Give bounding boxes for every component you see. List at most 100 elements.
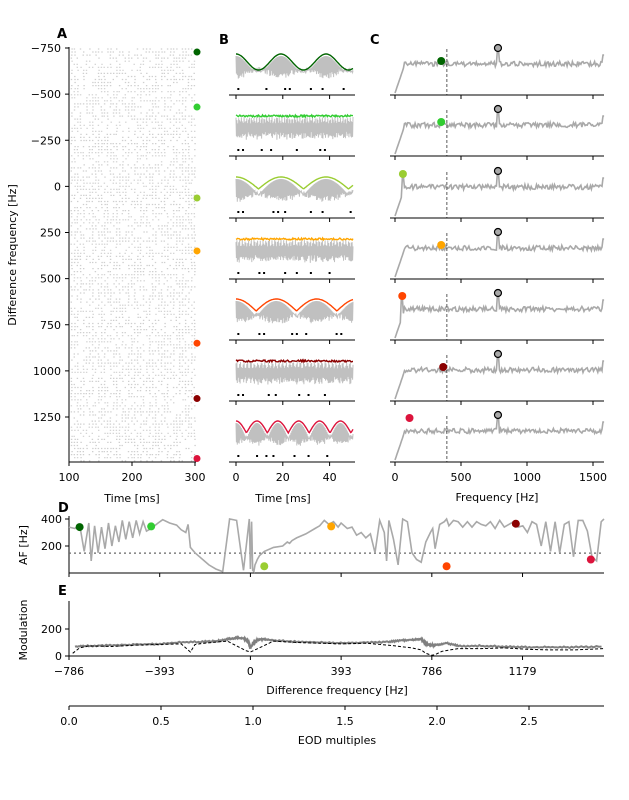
panel-b-carrier-signal bbox=[235, 361, 354, 385]
eod-axis-tick-label: 2.0 bbox=[428, 715, 446, 728]
panel-a-ytick-label: 0 bbox=[54, 180, 61, 193]
panel-b-row bbox=[229, 236, 355, 283]
panel-label-e: E bbox=[58, 584, 67, 599]
panel-c-peak-marker bbox=[493, 410, 503, 420]
panel-d-af-line bbox=[68, 517, 605, 574]
panel-d-marker bbox=[586, 555, 595, 564]
panel-b-spike bbox=[309, 88, 312, 90]
eod-axis-tick-label: 0.0 bbox=[60, 715, 78, 728]
panel-b-spike bbox=[307, 394, 310, 396]
panel-b-spike bbox=[295, 149, 298, 151]
panel-b-spike bbox=[260, 149, 263, 151]
panel-b-spike bbox=[295, 333, 298, 335]
panel-c-spectrum bbox=[394, 49, 605, 94]
panel-b-spike bbox=[305, 333, 308, 335]
panel-b-spike bbox=[237, 333, 240, 335]
panel-c-row bbox=[390, 166, 605, 222]
panel-c-xlabel: Frequency [Hz] bbox=[456, 491, 539, 504]
panel-b-spike bbox=[270, 149, 273, 151]
panel-e-reference-line bbox=[72, 640, 605, 656]
panel-b-envelope bbox=[235, 358, 353, 364]
panel-c-peak-marker bbox=[493, 288, 503, 298]
panel-c-row: 0 500 1000 1500 bbox=[390, 410, 607, 484]
panel-b-spike bbox=[309, 272, 312, 274]
panel-c-xtick-label: 500 bbox=[451, 471, 472, 484]
raster-dot-pattern bbox=[70, 48, 196, 462]
panel-c-peak-marker bbox=[493, 43, 503, 53]
panel-a-ytick-label: 750 bbox=[40, 319, 61, 332]
panel-b-spike bbox=[272, 211, 275, 213]
panel-b-row bbox=[229, 113, 355, 160]
panel-b-spike bbox=[288, 88, 291, 90]
panel-e-ytick-label: 200 bbox=[41, 623, 62, 636]
panel-b-spike bbox=[274, 394, 277, 396]
panel-c-row bbox=[390, 43, 605, 99]
panel-e-ytick-label: 0 bbox=[55, 650, 62, 663]
panel-e-modulation: Modulation Difference frequency [Hz] 0 20… bbox=[17, 599, 605, 697]
panel-a-ytick-label: −250 bbox=[31, 134, 61, 147]
eod-axis-tick-label: 1.0 bbox=[244, 715, 262, 728]
panel-c-df-marker bbox=[398, 170, 407, 178]
panel-b-spike bbox=[284, 211, 287, 213]
panel-b-spike bbox=[323, 394, 326, 396]
panel-d-marker bbox=[511, 519, 520, 528]
panel-b-spike bbox=[237, 149, 240, 151]
panel-c-xtick-label: 1000 bbox=[513, 471, 541, 484]
panel-b-xtick-label: 0 bbox=[233, 471, 240, 484]
panel-a-xlabel: Time [ms] bbox=[103, 492, 159, 505]
panel-b-spike bbox=[237, 455, 240, 457]
eod-axis-label: EOD multiples bbox=[298, 734, 376, 747]
panel-b-spike bbox=[323, 149, 326, 151]
panel-e-xtick-label: −786 bbox=[54, 665, 84, 678]
panel-b-spike bbox=[277, 211, 280, 213]
panel-b-spike bbox=[265, 455, 268, 457]
panel-c-df-marker bbox=[439, 363, 448, 371]
panel-b-row bbox=[229, 53, 355, 99]
panel-b-spike bbox=[328, 272, 331, 274]
panel-b-spike bbox=[267, 394, 270, 396]
panel-c-spectrum bbox=[394, 110, 605, 155]
panel-b-spike bbox=[309, 211, 312, 213]
panel-a-ytick-label: −500 bbox=[31, 88, 61, 101]
eod-axis-tick-label: 1.5 bbox=[336, 715, 354, 728]
panel-b-spike bbox=[242, 394, 245, 396]
panel-label-c: C bbox=[370, 33, 380, 48]
panel-c-df-marker bbox=[437, 241, 446, 249]
panel-a-marker bbox=[193, 247, 201, 255]
panel-c-xtick-label: 0 bbox=[392, 471, 399, 484]
panel-b-spike bbox=[335, 333, 338, 335]
panel-c-spectrum bbox=[394, 233, 605, 278]
panel-b-envelope bbox=[236, 176, 354, 190]
panel-label-b: B bbox=[219, 33, 229, 48]
panel-e-xtick-label: 786 bbox=[421, 665, 442, 678]
panel-b-spike bbox=[340, 333, 343, 335]
panel-b-spike bbox=[272, 455, 275, 457]
panel-b-spike bbox=[321, 211, 324, 213]
panel-a-xtick-label: 200 bbox=[122, 471, 143, 484]
panel-a-marker bbox=[193, 194, 201, 202]
panel-d-ytick-label: 400 bbox=[41, 513, 62, 526]
panel-a-marker bbox=[193, 455, 201, 463]
panel-b-spike bbox=[342, 88, 345, 90]
eod-axis-tick-label: 2.5 bbox=[520, 715, 538, 728]
panel-a-xtick-label: 100 bbox=[59, 471, 80, 484]
panel-b-spike bbox=[242, 211, 245, 213]
panel-d-marker bbox=[327, 522, 336, 531]
panel-b-spike bbox=[291, 333, 294, 335]
eod-axis-tick-label: 0.5 bbox=[152, 715, 170, 728]
panel-b-row: 0 20 40 bbox=[229, 420, 355, 484]
panel-c-spectrum bbox=[394, 416, 605, 461]
panel-c-df-marker bbox=[405, 414, 414, 422]
panel-b-spike bbox=[265, 88, 268, 90]
panel-b-carrier-signal bbox=[235, 178, 354, 202]
panel-b-spike bbox=[237, 211, 240, 213]
panel-c-row bbox=[390, 349, 605, 405]
panel-c-df-marker bbox=[437, 118, 446, 126]
panel-c-spectrum bbox=[394, 294, 605, 339]
panel-b-spike bbox=[319, 149, 322, 151]
panel-b-envelope bbox=[235, 420, 354, 435]
panel-b-envelope bbox=[235, 236, 354, 242]
panel-b-spike bbox=[263, 333, 266, 335]
panel-b-spike bbox=[258, 333, 261, 335]
panel-c-peak-marker bbox=[493, 349, 503, 359]
